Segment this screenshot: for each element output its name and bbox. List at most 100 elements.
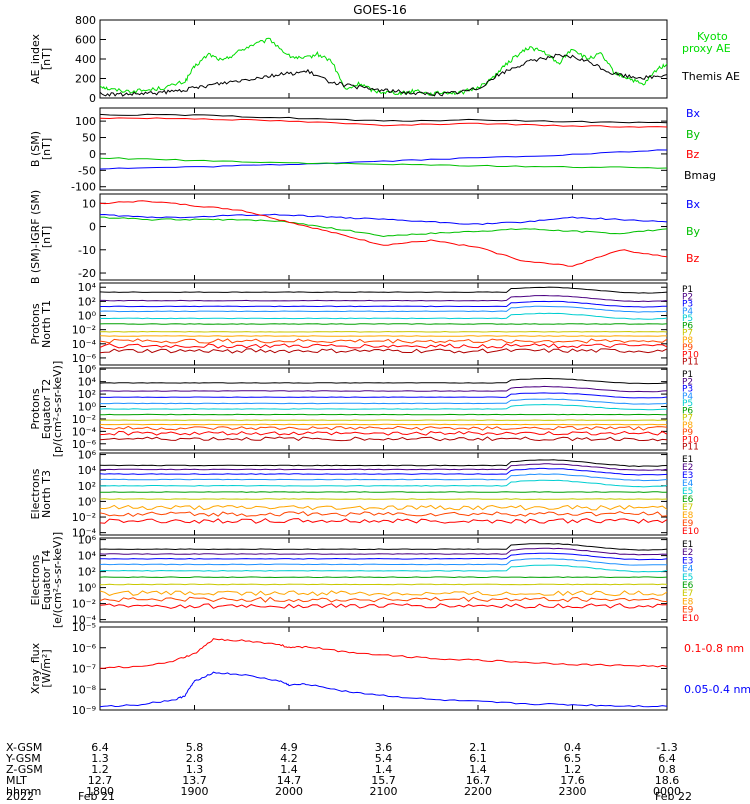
channel-line-p5 [100, 312, 667, 320]
footer-value: 12.7 [88, 774, 113, 787]
y-tick-label: 10⁻⁴ [72, 338, 97, 351]
y-axis-label: [e/(cm²-s-sr-keV)] [51, 532, 64, 628]
panel-bsm: -100 -50 0 50 100 B (SM)[nT] [29, 107, 668, 194]
channel-line-e5 [100, 479, 667, 488]
footer-value: 2.1 [469, 741, 487, 754]
y-tick-label: 10⁰ [78, 310, 97, 323]
channel-line-p9 [100, 425, 667, 431]
channel-label-p11: P11 [682, 358, 699, 368]
footer-value: 1800 [86, 785, 114, 798]
y-axis-label: Protons [29, 303, 42, 344]
channel-line-e9 [100, 511, 667, 517]
date-end: Feb 22 [655, 790, 692, 800]
footer-value: 4.9 [280, 741, 298, 754]
y-axis-label: [nT] [40, 226, 53, 248]
footer-value: 6.1 [469, 752, 487, 765]
channel-label-p4: P4 [682, 307, 693, 317]
y-axis-label: Xray_flux [29, 642, 42, 694]
channel-label-e7: E7 [682, 503, 693, 513]
channel-label-p8: P8 [682, 421, 693, 431]
channel-label-e2: E2 [682, 548, 693, 558]
y-tick-label: 10⁰ [78, 401, 97, 414]
data-area [100, 638, 667, 708]
channel-line-e4 [100, 473, 667, 482]
footer-value: -1.3 [656, 741, 677, 754]
panel-ae: 0 200 400 600 800 AE_index[nT] [29, 14, 668, 105]
channel-line-p10 [100, 343, 667, 349]
channel-label-p11: P11 [682, 443, 699, 453]
footer-value: 1.2 [564, 763, 582, 776]
y-tick-label: 10⁶ [78, 534, 97, 547]
legend-x-long: 0.1-0.8 nm [684, 642, 744, 655]
channel-label-p10: P10 [682, 435, 699, 445]
series-line-by [100, 216, 667, 238]
legend-b-bx: Bx [686, 107, 701, 120]
y-axis-label: Electrons [29, 468, 42, 519]
footer-value: 1.3 [186, 763, 204, 776]
y-axis-label: [p/(cm²-s-sr-keV)] [51, 361, 64, 458]
y-tick-label: 800 [75, 14, 96, 27]
y-tick-label: 50 [82, 132, 96, 145]
panels-group: 0200400600800AE_index[nT]-100-50050100B … [29, 14, 750, 717]
footer-value: 4.2 [280, 752, 298, 765]
legend-b-by: By [686, 128, 701, 141]
channel-label-e4: E4 [682, 565, 694, 575]
legend-b-bmag: Bmag [684, 169, 716, 182]
y-tick-label: 10⁻² [72, 413, 96, 426]
channel-line-e8 [100, 504, 667, 511]
channel-line-e2 [100, 463, 667, 471]
footer-value: 6.5 [564, 752, 582, 765]
chart-title: GOES-16 [353, 3, 407, 17]
legend-d-bz: Bz [686, 252, 700, 265]
series-line-kyoto-proxy-ae [100, 37, 667, 97]
y-axis-label: B (SM)-IGRF (SM) [29, 190, 42, 284]
channel-line-p11 [100, 436, 667, 442]
channel-line-p5 [100, 403, 667, 411]
y-axis-label: Electrons [29, 554, 42, 605]
channel-line-e6 [100, 576, 667, 579]
footer-value: 5.8 [186, 741, 204, 754]
footer-row-label: MLT [6, 774, 27, 787]
channel-label-p6: P6 [682, 406, 693, 416]
y-tick-label: 10⁶ [78, 449, 97, 462]
channel-label-e1: E1 [682, 540, 693, 550]
channel-line-p2 [100, 294, 667, 303]
channel-label-e9: E9 [682, 519, 694, 529]
footer-value: 2.8 [186, 752, 204, 765]
y-tick-label: 10⁻⁶ [72, 642, 97, 655]
series-line-bx [100, 149, 667, 170]
series-line-bz [100, 117, 667, 128]
y-tick-label: 200 [75, 73, 96, 86]
channel-line-p1 [100, 378, 667, 385]
y-tick-label: -20 [78, 267, 96, 280]
channel-line-p6 [100, 413, 667, 416]
y-axis-label: [nT] [40, 138, 53, 160]
channel-label-e10: E10 [682, 614, 699, 624]
channel-line-e6 [100, 491, 667, 493]
y-axis-label: [nT] [40, 48, 53, 70]
channel-label-p5: P5 [682, 314, 693, 324]
channel-label-p10: P10 [682, 350, 699, 360]
footer-row-label: X-GSM [6, 741, 42, 754]
footer-value: 13.7 [182, 774, 207, 787]
footer-value: 2000 [275, 785, 303, 798]
channel-line-p11 [100, 348, 667, 354]
y-tick-label: 10 [82, 197, 96, 210]
data-area [100, 113, 667, 170]
y-tick-label: 10⁻⁴ [72, 425, 97, 438]
channel-label-p3: P3 [682, 300, 693, 310]
y-tick-label: 10⁴ [78, 464, 97, 477]
footer-value: 2100 [370, 785, 398, 798]
channel-label-e9: E9 [682, 606, 694, 616]
channel-line-p1 [100, 286, 667, 294]
legend-b-bz: Bz [686, 148, 700, 161]
y-axis-label: Equator T2 [40, 379, 53, 439]
y-tick-label: 10⁻⁶ [72, 352, 97, 365]
channel-line-p8 [100, 423, 667, 426]
series-line-themis-ae [100, 53, 667, 97]
channel-line-e4 [100, 558, 667, 566]
y-tick-label: 10² [78, 388, 96, 401]
legend-x-short: 0.05-0.4 nm [684, 683, 750, 696]
channel-label-e2: E2 [682, 463, 693, 473]
